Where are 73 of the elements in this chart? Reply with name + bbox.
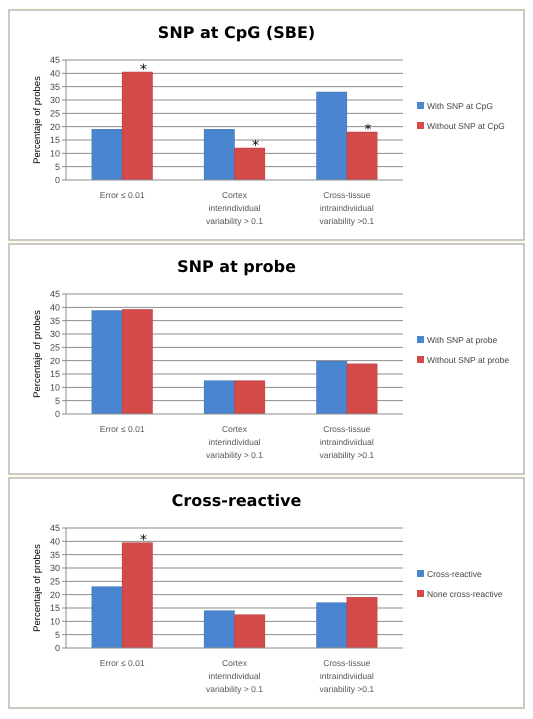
bar xyxy=(122,542,153,648)
y-tick-label: 30 xyxy=(50,563,60,574)
chart-title: Cross-reactive xyxy=(172,491,302,510)
bar xyxy=(122,72,153,180)
legend-label: Without SNP at probe xyxy=(427,354,510,365)
y-tick-label: 35 xyxy=(50,82,60,92)
bar xyxy=(346,364,378,414)
y-tick-label: 25 xyxy=(50,342,60,352)
y-tick-label: 15 xyxy=(50,603,60,614)
bar xyxy=(204,380,235,414)
bar xyxy=(92,310,122,414)
y-axis-title: Percentaje of probes xyxy=(32,310,43,398)
y-tick-label: 5 xyxy=(54,162,60,172)
bar xyxy=(234,380,266,414)
bar xyxy=(234,614,266,648)
bar xyxy=(92,129,122,180)
x-tick-label: Cross-tissue intraindiviidual variability >0.1 xyxy=(320,424,374,460)
bar xyxy=(346,132,378,180)
chart-title: SNP at probe xyxy=(177,257,296,276)
bar xyxy=(234,148,266,180)
x-tick-label: Cross-tissue intraindiviidual variability >0.1 xyxy=(320,658,374,694)
bar xyxy=(204,129,235,180)
y-tick-label: 10 xyxy=(50,616,60,626)
y-tick-label: 35 xyxy=(50,550,60,560)
bar xyxy=(204,610,235,648)
y-tick-label: 20 xyxy=(50,590,60,600)
x-tick-label: Cortex interindividual variability > 0.1 xyxy=(206,658,264,694)
x-tick-label: Cortex interindividual variability > 0.1 xyxy=(206,190,264,226)
bar xyxy=(316,92,348,180)
annotation: * xyxy=(252,138,260,154)
y-tick-label: 5 xyxy=(54,396,60,406)
annotation: * xyxy=(140,532,147,549)
legend-label: None cross-reactive xyxy=(427,588,503,599)
y-tick-label: 35 xyxy=(50,316,60,326)
y-tick-label: 0 xyxy=(54,175,60,186)
bar xyxy=(316,360,348,414)
y-axis-title: Percentaje of probes xyxy=(32,544,43,632)
y-tick-label: 5 xyxy=(54,630,60,640)
y-tick-label: 45 xyxy=(50,55,60,66)
x-tick-label: Cross-tissue intraindiviidual variability >0.1 xyxy=(320,190,374,226)
y-tick-label: 40 xyxy=(50,68,60,78)
bar xyxy=(346,597,378,648)
bar xyxy=(122,309,153,414)
legend-label: With SNP at probe xyxy=(427,334,498,345)
y-axis-title: Percentaje of probes xyxy=(32,76,43,164)
bar xyxy=(92,586,122,648)
y-tick-label: 45 xyxy=(50,289,60,300)
y-tick-label: 30 xyxy=(50,95,60,106)
y-tick-label: 45 xyxy=(50,523,60,534)
y-tick-label: 40 xyxy=(50,536,60,546)
chart-title: SNP at CpG (SBE) xyxy=(158,23,316,42)
annotation: * xyxy=(364,122,372,138)
y-tick-label: 10 xyxy=(50,148,60,158)
y-tick-label: 0 xyxy=(54,409,60,420)
y-tick-label: 20 xyxy=(50,122,60,132)
y-tick-label: 15 xyxy=(50,135,60,146)
y-tick-label: 25 xyxy=(50,576,60,586)
y-tick-label: 10 xyxy=(50,382,60,392)
annotation: * xyxy=(140,62,147,78)
bar xyxy=(316,602,348,648)
y-tick-label: 20 xyxy=(50,356,60,366)
legend-label: Cross-reactive xyxy=(427,568,482,579)
y-tick-label: 0 xyxy=(54,643,60,654)
x-tick-label: Error ≤ 0.01 xyxy=(100,190,145,200)
y-tick-label: 40 xyxy=(50,302,60,312)
y-tick-label: 30 xyxy=(50,329,60,340)
legend-label: Without SNP at CpG xyxy=(427,120,505,131)
x-tick-label: Error ≤ 0.01 xyxy=(100,424,145,434)
y-tick-label: 15 xyxy=(50,369,60,380)
legend-label: With SNP at CpG xyxy=(427,100,493,111)
y-tick-label: 25 xyxy=(50,108,60,118)
x-tick-label: Error ≤ 0.01 xyxy=(100,658,145,668)
x-tick-label: Cortex interindividual variability > 0.1 xyxy=(206,424,264,460)
